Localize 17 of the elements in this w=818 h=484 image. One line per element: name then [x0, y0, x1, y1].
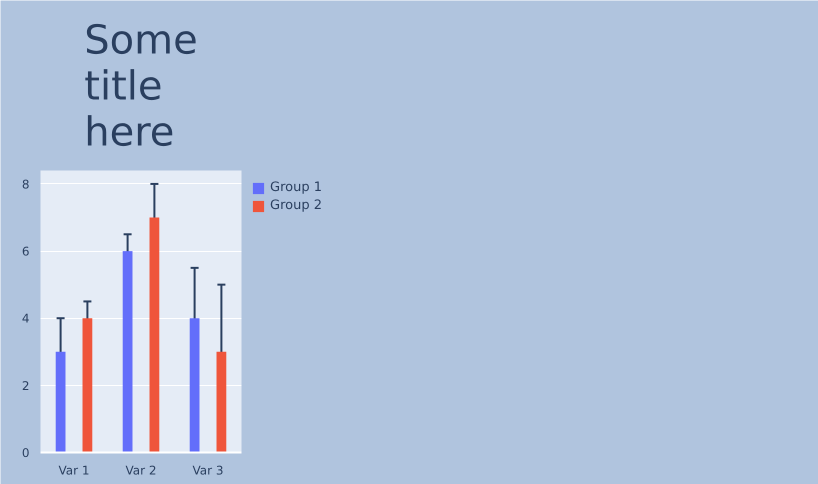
x-tick-label: Var 1	[58, 464, 90, 478]
legend-label: Group 2	[270, 198, 322, 213]
y-tick-label: 0	[22, 446, 30, 460]
x-tick-label: Var 3	[192, 464, 224, 478]
legend-label: Group 1	[270, 180, 322, 195]
y-tick-label: 6	[22, 244, 30, 259]
bar	[82, 318, 92, 452]
y-tick-label: 8	[22, 177, 30, 192]
y-tick-label: 4	[22, 312, 30, 326]
bar	[190, 318, 200, 452]
y-tick-label: 2	[22, 378, 30, 393]
x-tick-label: Var 2	[125, 464, 157, 478]
bar	[122, 251, 132, 452]
bar	[56, 352, 66, 452]
bar	[216, 352, 226, 452]
chart-title: Some title here	[84, 18, 198, 156]
bar	[150, 218, 160, 452]
